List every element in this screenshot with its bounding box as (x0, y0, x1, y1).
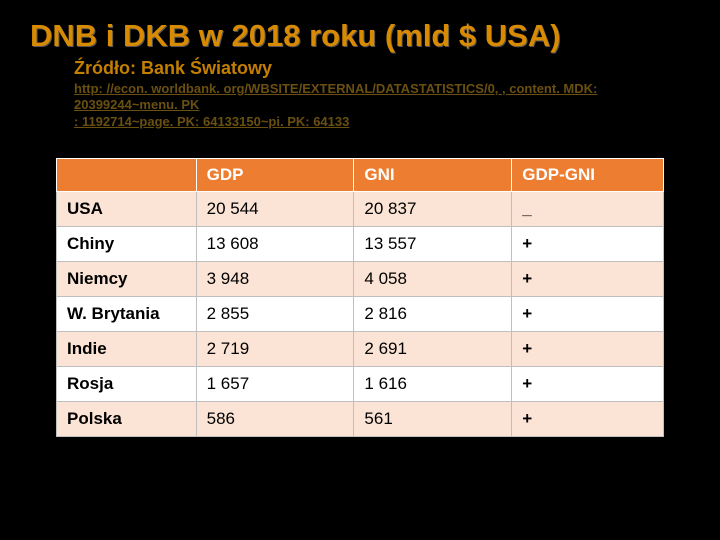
cell-diff: _ (512, 191, 664, 226)
cell-gni: 561 (354, 401, 512, 436)
cell-country: Niemcy (57, 261, 197, 296)
cell-gni: 2 816 (354, 296, 512, 331)
source-url-line-2[interactable]: : 1192714~page. PK: 64133150~pi. PK: 641… (74, 114, 674, 130)
cell-diff: + (512, 296, 664, 331)
cell-gni: 4 058 (354, 261, 512, 296)
table-row: Polska 586 561 + (57, 401, 664, 436)
data-table-container: GDP GNI GDP-GNI USA 20 544 20 837 _ Chin… (56, 158, 664, 437)
table-header: GDP GNI GDP-GNI (57, 158, 664, 191)
table-row: Chiny 13 608 13 557 + (57, 226, 664, 261)
table-row: USA 20 544 20 837 _ (57, 191, 664, 226)
col-diff: GDP-GNI (512, 158, 664, 191)
cell-diff: + (512, 366, 664, 401)
cell-diff: + (512, 331, 664, 366)
cell-country: W. Brytania (57, 296, 197, 331)
cell-gni: 13 557 (354, 226, 512, 261)
col-country (57, 158, 197, 191)
table-row: Niemcy 3 948 4 058 + (57, 261, 664, 296)
data-table: GDP GNI GDP-GNI USA 20 544 20 837 _ Chin… (56, 158, 664, 437)
cell-diff: + (512, 226, 664, 261)
cell-country: USA (57, 191, 197, 226)
cell-gdp: 13 608 (196, 226, 354, 261)
source-label: Źródło: Bank Światowy (74, 58, 698, 79)
table-row: Indie 2 719 2 691 + (57, 331, 664, 366)
cell-gdp: 3 948 (196, 261, 354, 296)
cell-country: Rosja (57, 366, 197, 401)
cell-country: Polska (57, 401, 197, 436)
cell-gdp: 2 855 (196, 296, 354, 331)
table-row: Rosja 1 657 1 616 + (57, 366, 664, 401)
source-url-line-1[interactable]: http: //econ. worldbank. org/WBSITE/EXTE… (74, 81, 674, 114)
cell-gni: 1 616 (354, 366, 512, 401)
cell-diff: + (512, 261, 664, 296)
cell-country: Chiny (57, 226, 197, 261)
cell-diff: + (512, 401, 664, 436)
cell-gdp: 1 657 (196, 366, 354, 401)
col-gni: GNI (354, 158, 512, 191)
cell-gni: 20 837 (354, 191, 512, 226)
cell-gdp: 586 (196, 401, 354, 436)
slide-title: DNB i DKB w 2018 roku (mld $ USA) (30, 18, 698, 54)
table-row: W. Brytania 2 855 2 816 + (57, 296, 664, 331)
cell-gdp: 2 719 (196, 331, 354, 366)
cell-gni: 2 691 (354, 331, 512, 366)
cell-country: Indie (57, 331, 197, 366)
col-gdp: GDP (196, 158, 354, 191)
cell-gdp: 20 544 (196, 191, 354, 226)
table-body: USA 20 544 20 837 _ Chiny 13 608 13 557 … (57, 191, 664, 436)
